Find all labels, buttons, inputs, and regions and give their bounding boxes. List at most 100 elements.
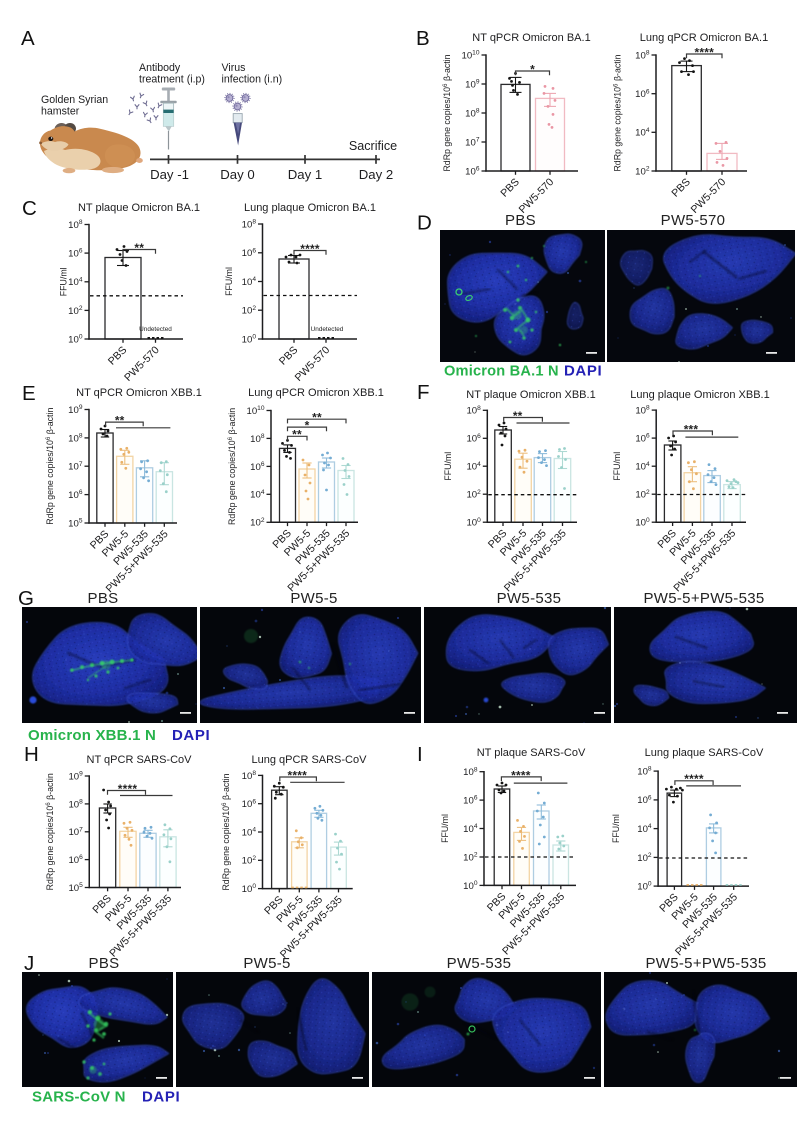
svg-text:PW5-535: PW5-535 [447,955,512,972]
svg-text:D: D [417,212,432,235]
svg-text:infection (i.n): infection (i.n) [222,74,283,86]
svg-text:104: 104 [635,127,650,139]
svg-text:PBS: PBS [505,212,536,229]
svg-text:FFU/ml: FFU/ml [440,814,450,843]
svg-text:A: A [21,27,35,50]
svg-text:B: B [416,27,430,50]
svg-text:108: 108 [242,770,257,782]
svg-text:RdRp gene copies/106 β-actin: RdRp gene copies/106 β-actin [442,54,452,171]
svg-text:106: 106 [242,247,257,259]
svg-text:Sacrifice: Sacrifice [349,139,397,153]
svg-text:106: 106 [463,795,478,807]
svg-text:108: 108 [250,433,265,445]
svg-text:Antibody: Antibody [139,62,181,74]
svg-text:Virus: Virus [222,62,246,74]
svg-text:PBS: PBS [88,590,119,607]
svg-text:RdRp gene copies/106 β-actin: RdRp gene copies/106 β-actin [45,773,55,890]
svg-text:*: * [530,62,535,76]
svg-text:***: *** [684,422,699,436]
svg-text:100: 100 [637,881,652,893]
svg-text:100: 100 [242,334,257,346]
svg-text:104: 104 [242,276,257,288]
svg-text:1010: 1010 [246,405,264,417]
svg-text:**: ** [134,241,144,255]
svg-text:104: 104 [250,489,265,501]
svg-text:104: 104 [463,823,478,835]
svg-text:FFU/ml: FFU/ml [443,452,453,481]
svg-text:106: 106 [465,166,480,178]
svg-text:100: 100 [466,517,481,529]
svg-text:1010: 1010 [461,50,479,62]
svg-text:104: 104 [68,276,83,288]
svg-text:****: **** [511,768,531,782]
svg-text:NT qPCR Omicron XBB.1: NT qPCR Omicron XBB.1 [76,387,202,399]
svg-text:104: 104 [242,827,257,839]
svg-text:PW5-5+PW5-535: PW5-5+PW5-535 [643,590,764,607]
svg-text:107: 107 [68,826,83,838]
svg-text:Omicron BA.1 N: Omicron BA.1 N [444,364,559,380]
svg-text:RdRp gene copies/106 β-actin: RdRp gene copies/106 β-actin [227,408,237,525]
svg-text:Omicron XBB.1 N: Omicron XBB.1 N [28,727,156,744]
svg-text:**: ** [115,414,125,428]
svg-text:100: 100 [635,517,650,529]
svg-text:NT plaque Omicron BA.1: NT plaque Omicron BA.1 [78,202,200,214]
svg-text:105: 105 [68,882,83,894]
svg-text:**: ** [513,409,523,423]
svg-text:Undetected: Undetected [311,326,344,333]
svg-text:Undetected: Undetected [139,326,172,333]
svg-text:102: 102 [242,305,257,317]
svg-text:RdRp gene copies/106 β-actin: RdRp gene copies/106 β-actin [45,408,55,525]
svg-text:107: 107 [68,461,83,473]
svg-text:NT plaque Omicron XBB.1: NT plaque Omicron XBB.1 [466,389,595,401]
svg-text:I: I [417,743,423,766]
svg-text:102: 102 [463,852,478,864]
svg-text:**: ** [292,428,302,442]
svg-text:DAPI: DAPI [172,727,210,744]
svg-text:PW5-5: PW5-5 [290,590,337,607]
svg-text:107: 107 [465,137,480,149]
svg-text:106: 106 [637,794,652,806]
svg-text:104: 104 [637,823,652,835]
svg-text:Lung plaque Omicron XBB.1: Lung plaque Omicron XBB.1 [630,389,769,401]
svg-text:RdRp gene copies/106 β-actin: RdRp gene copies/106 β-actin [221,773,231,890]
svg-text:Lung plaque Omicron BA.1: Lung plaque Omicron BA.1 [244,202,376,214]
svg-text:NT qPCR Omicron BA.1: NT qPCR Omicron BA.1 [472,32,590,44]
svg-text:Lung qPCR Omicron BA.1: Lung qPCR Omicron BA.1 [640,32,768,44]
svg-text:109: 109 [465,79,480,91]
svg-text:FFU/ml: FFU/ml [224,267,234,296]
svg-text:109: 109 [68,771,83,783]
svg-text:SARS-CoV N: SARS-CoV N [32,1089,126,1106]
svg-text:105: 105 [68,518,83,530]
svg-text:102: 102 [635,489,650,501]
svg-text:102: 102 [250,517,265,529]
svg-text:Day -1: Day -1 [150,167,189,182]
svg-text:109: 109 [68,404,83,416]
svg-text:Day 0: Day 0 [220,167,254,182]
svg-text:106: 106 [68,489,83,501]
svg-text:104: 104 [635,461,650,473]
svg-text:106: 106 [635,88,650,100]
svg-text:108: 108 [68,433,83,445]
svg-text:*: * [305,419,310,433]
svg-text:102: 102 [637,852,652,864]
svg-text:108: 108 [463,766,478,778]
svg-text:108: 108 [465,108,480,120]
svg-text:Day 2: Day 2 [359,167,393,182]
svg-text:PW5-5+PW5-535: PW5-5+PW5-535 [645,955,766,972]
svg-text:106: 106 [68,854,83,866]
svg-text:PW5-5: PW5-5 [243,955,290,972]
svg-text:102: 102 [466,489,481,501]
svg-text:DAPI: DAPI [142,1089,180,1106]
svg-text:106: 106 [242,798,257,810]
svg-text:H: H [24,743,39,766]
svg-text:DAPI: DAPI [564,363,602,380]
svg-text:106: 106 [466,433,481,445]
svg-text:Day 1: Day 1 [288,167,322,182]
svg-text:100: 100 [463,880,478,892]
svg-text:**: ** [312,411,322,425]
svg-text:Lung qPCR Omicron XBB.1: Lung qPCR Omicron XBB.1 [248,387,384,399]
svg-text:108: 108 [68,799,83,811]
svg-text:108: 108 [637,766,652,778]
svg-text:hamster: hamster [41,106,80,118]
svg-text:PW5-570: PW5-570 [661,212,726,229]
